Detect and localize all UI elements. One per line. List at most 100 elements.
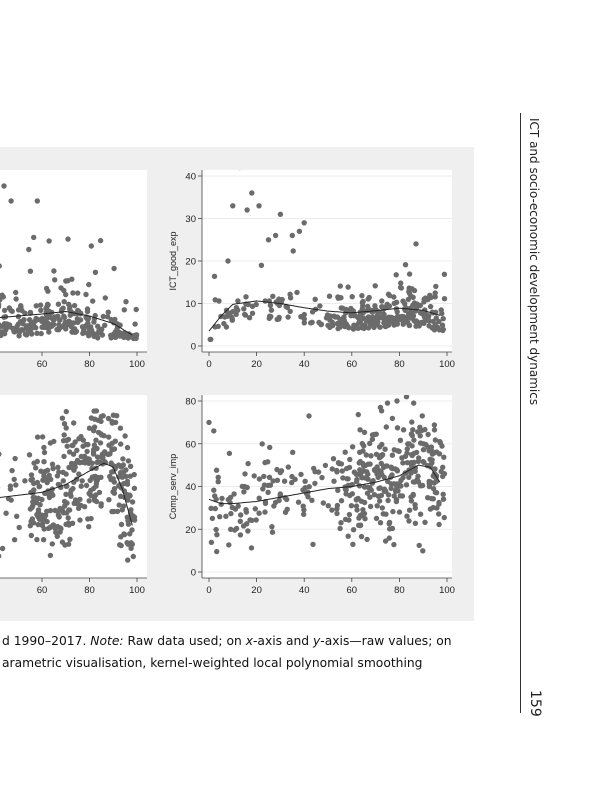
scatter-point [410, 427, 416, 433]
scatter-point [268, 313, 274, 320]
scatter-point [310, 541, 316, 548]
scatter-point [428, 495, 435, 502]
scatter-point [349, 294, 355, 300]
x-tick-label: 100 [129, 359, 145, 370]
scatter-point [276, 316, 282, 322]
scatter-point [50, 465, 56, 472]
scatter-point [39, 318, 45, 325]
scatter-point [30, 499, 36, 505]
scatter-point [238, 170, 241, 171]
scatter-point [127, 463, 134, 469]
scatter-point [127, 473, 133, 479]
scatter-point [226, 542, 232, 548]
scatter-point [94, 454, 101, 460]
scatter-point [13, 482, 19, 488]
scatter-point [403, 482, 410, 488]
scatter-point [285, 464, 291, 470]
y-tick-label: 20 [185, 257, 196, 268]
scatter-point [28, 472, 35, 478]
scatter-point [371, 431, 377, 438]
scatter-point [253, 517, 259, 523]
scatter-point [248, 545, 255, 551]
scatter-point [133, 306, 139, 313]
scatter-point [415, 429, 421, 435]
scatter-point [355, 325, 361, 331]
scatter-point [54, 473, 61, 479]
scatter-point [221, 320, 227, 327]
scatter-point [133, 332, 140, 338]
scatter-point [40, 537, 47, 543]
scatter-point [369, 436, 376, 442]
scatter-point [107, 451, 113, 457]
scatter-point [63, 425, 69, 431]
scatter-point [47, 440, 54, 446]
scatter-point [411, 437, 417, 443]
scatter-point [377, 404, 384, 411]
scatter-point [9, 467, 15, 474]
scatter-point [420, 548, 426, 554]
scatter-point [38, 468, 44, 474]
scatter-point [84, 448, 90, 455]
scatter-point [92, 269, 99, 275]
scatter-point [359, 475, 365, 481]
scatter-point [131, 514, 138, 520]
scatter-point [104, 314, 111, 320]
scatter-point [319, 474, 325, 481]
scatter-point [345, 284, 351, 290]
scatter-point [359, 511, 366, 517]
scatter-point [49, 541, 55, 547]
scatter-point [123, 299, 129, 305]
scatter-point [411, 450, 417, 457]
scatter-point [11, 327, 17, 333]
y-tick-label: 0 [191, 342, 196, 353]
x-tick-label: 20 [251, 585, 262, 596]
scatter-point [380, 304, 387, 310]
scatter-point [227, 499, 233, 506]
scatter-point [301, 511, 307, 517]
scatter-point [338, 317, 345, 324]
scatter-point [372, 303, 378, 309]
scatter-point [367, 494, 373, 500]
scatter-point [331, 313, 337, 319]
scatter-point [358, 533, 365, 540]
scatter-point [110, 476, 116, 482]
scatter-point [242, 311, 248, 318]
x-tick-label: 80 [394, 359, 405, 370]
scatter-point [1, 307, 8, 314]
scatter-point [308, 320, 314, 326]
scatter-point [326, 293, 333, 299]
scatter-point [38, 330, 44, 337]
scatter-point [430, 504, 436, 511]
scatter-point [404, 513, 410, 519]
scatter-point [106, 434, 112, 440]
scatter-point [125, 557, 131, 563]
scatter-point [252, 506, 258, 512]
scatter-point [208, 539, 215, 545]
scatter-point [35, 507, 42, 513]
scatter-point [334, 510, 340, 517]
scatter-point [79, 478, 85, 484]
scatter-point [363, 452, 369, 458]
scatter-point [89, 465, 95, 472]
scatter-point [360, 468, 366, 474]
scatter-point [394, 398, 400, 404]
scatter-point [0, 322, 2, 327]
scatter-point [237, 532, 244, 538]
scatter-point [413, 241, 419, 247]
scatter-point [400, 427, 407, 433]
scatter-point [322, 462, 329, 469]
scatter-point [404, 450, 410, 456]
scatter-point [242, 471, 248, 477]
scatter-point [373, 515, 380, 522]
y-tick-label: 40 [185, 172, 196, 183]
scatter-point [39, 434, 46, 440]
scatter-point [415, 458, 422, 465]
scatter-point [392, 487, 399, 494]
scatter-point [325, 503, 331, 509]
scatter-point [377, 324, 383, 330]
scatter-point [122, 433, 128, 439]
scatter-point [271, 503, 277, 509]
scatter-point [329, 507, 335, 513]
scatter-point [0, 451, 2, 457]
scatter-point [433, 283, 439, 290]
